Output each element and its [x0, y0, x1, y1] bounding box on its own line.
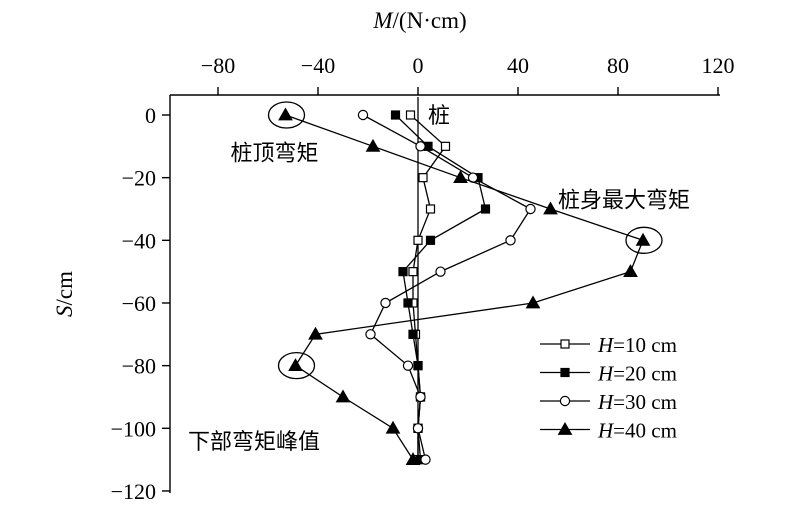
annotation: 下部弯矩峰值	[188, 430, 320, 455]
data-point	[560, 367, 570, 378]
data-point	[278, 107, 293, 121]
legend-label: H=40 cm	[597, 419, 677, 443]
legend-item: H=30 cm	[540, 390, 677, 414]
highlight-circle	[625, 226, 663, 254]
series-3	[357, 109, 536, 465]
data-point	[357, 109, 369, 121]
y-tick-label: −20	[122, 166, 156, 191]
data-point	[390, 110, 401, 120]
data-point	[557, 421, 573, 435]
data-point	[385, 420, 401, 434]
data-point	[415, 391, 426, 403]
data-point	[543, 201, 558, 215]
y-tick-label: −80	[122, 354, 156, 379]
data-point	[425, 204, 436, 214]
data-point	[288, 358, 303, 372]
y-tick-label: 0	[145, 103, 156, 128]
y-axis-title: S/cm	[52, 271, 77, 317]
data-point	[402, 360, 414, 371]
data-point	[418, 173, 428, 183]
data-point	[623, 264, 638, 278]
data-point	[635, 232, 651, 246]
data-point	[308, 326, 323, 340]
annotation: 桩	[428, 104, 450, 129]
data-point	[480, 204, 491, 214]
data-point	[413, 235, 423, 245]
series-line	[285, 114, 644, 460]
annotation: 桩顶弯矩	[231, 142, 319, 167]
highlight-circles	[267, 101, 663, 380]
data-point	[380, 297, 391, 309]
data-point	[425, 235, 436, 245]
annotation: 桩身最大弯矩	[558, 189, 690, 214]
x-tick-label: −40	[301, 53, 335, 78]
data-point	[412, 423, 424, 434]
highlight-circle	[267, 101, 306, 129]
data-point	[440, 141, 451, 151]
data-point	[405, 452, 421, 466]
series-4	[278, 107, 651, 466]
data-point	[415, 141, 426, 152]
series-2	[390, 110, 491, 465]
data-point	[420, 454, 431, 465]
legend-label: H=10 cm	[597, 333, 677, 357]
x-tick-label: 40	[507, 53, 529, 78]
data-point	[335, 389, 351, 403]
data-point	[525, 203, 536, 215]
data-point	[559, 395, 571, 407]
x-tick-label: 0	[413, 53, 424, 78]
x-tick-label: 120	[702, 53, 735, 78]
y-tick-label: −40	[122, 228, 156, 253]
y-tick-label: −120	[111, 479, 156, 504]
highlight-circle	[277, 351, 316, 380]
x-tick-label: −80	[201, 53, 235, 78]
data-point	[408, 267, 418, 277]
data-point	[435, 266, 446, 277]
x-ticks: −80 −40 0 40 80 120	[201, 53, 735, 95]
data-point	[403, 298, 413, 308]
data-point	[398, 267, 408, 277]
data-point	[525, 295, 541, 309]
data-point	[453, 170, 468, 184]
series-line	[395, 114, 487, 460]
legend-item: H=40 cm	[540, 419, 677, 443]
series-group	[278, 107, 651, 466]
legend-item: H=10 cm	[540, 333, 677, 357]
y-tick-label: −60	[122, 291, 156, 316]
x-tick-label: 80	[607, 53, 629, 78]
data-point	[413, 361, 423, 371]
y-tick-label: −100	[111, 416, 156, 441]
y-ticks: 0 −20 −40 −60 −80 −100 −120	[111, 103, 170, 504]
x-axis-title: M/(N·cm)	[372, 8, 466, 33]
data-point	[405, 110, 416, 120]
legend-label: H=30 cm	[597, 390, 677, 414]
legend: H=10 cm H=20 cm H=30 cm H=40 cm	[540, 333, 677, 443]
data-point	[408, 329, 418, 339]
data-point	[365, 329, 376, 340]
data-point	[365, 138, 381, 152]
series-line	[362, 114, 532, 460]
legend-item: H=20 cm	[540, 362, 677, 386]
data-point	[505, 235, 516, 246]
legend-label: H=20 cm	[597, 362, 677, 386]
data-point	[560, 339, 570, 349]
